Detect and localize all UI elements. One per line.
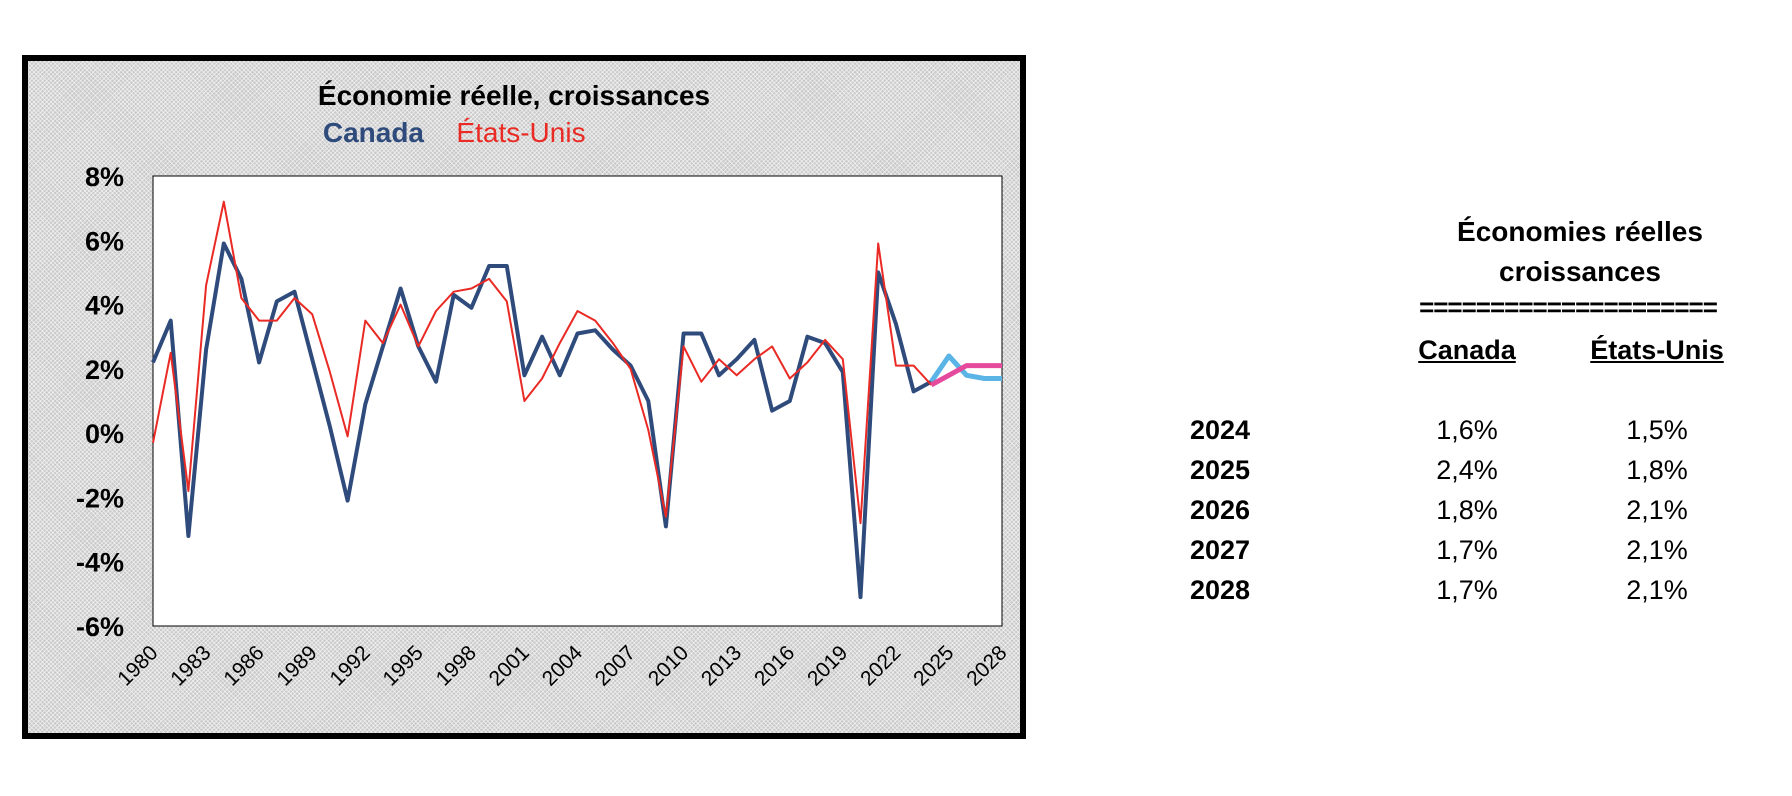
table-row: 2027 1,7% 2,1% [0, 535, 1792, 575]
series-us-line [152, 200, 933, 525]
series-layer [151, 200, 1002, 600]
plot-area [152, 175, 1003, 627]
x-tick-label: 2001 [485, 641, 534, 690]
legend-canada: Canada [323, 117, 425, 148]
y-tick-label: -4% [76, 548, 124, 578]
row-value-us: 2,1% [1626, 495, 1688, 525]
table-separator: ===================== [1419, 292, 1718, 322]
x-tick-label: 2016 [750, 641, 799, 690]
chart-title: Économie réelle, croissances [318, 80, 710, 111]
x-tick-label: 1992 [325, 641, 374, 690]
table-row: 2028 1,7% 2,1% [0, 575, 1792, 615]
row-year: 2028 [1190, 575, 1251, 605]
x-tick-label: 1980 [113, 641, 162, 690]
x-tick-label: 2022 [856, 641, 905, 690]
row-year: 2026 [1190, 495, 1251, 525]
row-value-canada: 1,6% [1436, 415, 1498, 445]
x-tick-label: 2013 [697, 641, 746, 690]
row-value-us: 1,8% [1626, 455, 1688, 485]
x-tick-label: 2028 [962, 641, 1011, 690]
x-tick-label: 1998 [432, 641, 481, 690]
table-row: 2025 2,4% 1,8% [0, 455, 1792, 495]
table-title-line1: Économies réelles [1457, 216, 1703, 247]
table-title: Économies réelles croissances [1370, 212, 1790, 292]
table-row: 2024 1,6% 1,5% [0, 415, 1792, 455]
table-row: 2026 1,8% 2,1% [0, 495, 1792, 535]
y-tick-label: 4% [85, 291, 124, 321]
x-tick-label: 2025 [909, 641, 958, 690]
chart-svg: Économie réelle, croissances Canada État… [76, 80, 1012, 691]
row-year: 2025 [1190, 455, 1251, 485]
row-year: 2024 [1190, 415, 1251, 445]
row-value-us: 2,1% [1626, 575, 1688, 605]
x-tick-label: 2019 [803, 641, 852, 690]
chart-frame: Économie réelle, croissances Canada État… [22, 55, 1026, 739]
row-year: 2027 [1190, 535, 1251, 565]
y-tick-label: 8% [85, 162, 124, 192]
y-tick-label: -2% [76, 483, 124, 513]
table-title-line2: croissances [1499, 256, 1661, 287]
x-tick-label: 1983 [166, 641, 215, 690]
y-tick-label: 2% [85, 355, 124, 385]
x-tick-label: 2004 [538, 641, 588, 691]
y-tick-label: -6% [76, 612, 124, 642]
row-value-canada: 1,7% [1436, 575, 1498, 605]
row-value-us: 2,1% [1626, 535, 1688, 565]
x-tick-label: 1995 [379, 641, 428, 690]
x-tick-label: 1989 [272, 641, 321, 690]
y-tick-label: 6% [85, 226, 124, 256]
series-us-forecast-line [930, 363, 1002, 388]
x-tick-label: 2010 [644, 641, 693, 690]
series-canada-line [151, 241, 933, 600]
row-value-canada: 1,7% [1436, 535, 1498, 565]
column-header-canada: Canada [1418, 335, 1516, 365]
legend-us: États-Unis [456, 117, 585, 148]
x-axis: 1980 1983 1986 1989 1992 1995 1998 2001 2004 2007… [113, 641, 1011, 691]
x-tick-label: 2007 [591, 641, 640, 690]
x-tick-label: 1986 [219, 641, 268, 690]
column-header-us: États-Unis [1590, 335, 1724, 365]
y-axis: 8% 6% 4% 2% 0% -2% -4% -6% [76, 162, 124, 642]
series-canada-forecast-line [929, 353, 1002, 384]
row-value-canada: 2,4% [1436, 455, 1498, 485]
y-tick-label: 0% [85, 419, 124, 449]
row-value-canada: 1,8% [1436, 495, 1498, 525]
row-value-us: 1,5% [1626, 415, 1688, 445]
